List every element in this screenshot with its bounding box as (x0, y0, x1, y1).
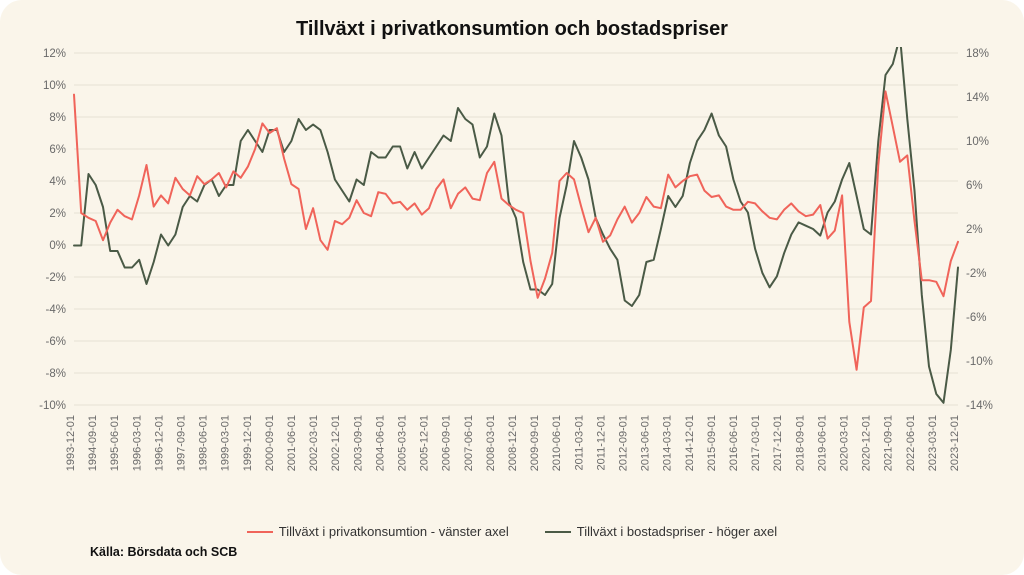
svg-text:2004-06-01: 2004-06-01 (374, 415, 386, 471)
svg-text:2008-03-01: 2008-03-01 (485, 415, 497, 471)
svg-text:1999-12-01: 1999-12-01 (242, 415, 254, 471)
legend-swatch-series1 (247, 531, 273, 533)
svg-text:2003-09-01: 2003-09-01 (352, 415, 364, 471)
legend-item-series1: Tillväxt i privatkonsumtion - vänster ax… (247, 524, 509, 539)
svg-text:2011-12-01: 2011-12-01 (595, 415, 607, 470)
svg-text:2005-03-01: 2005-03-01 (397, 415, 409, 471)
svg-text:10%: 10% (43, 80, 66, 92)
svg-text:2000-09-01: 2000-09-01 (264, 415, 276, 471)
svg-text:2001-06-01: 2001-06-01 (286, 415, 298, 471)
chart-title: Tillväxt i privatkonsumtion och bostadsp… (14, 18, 1010, 41)
svg-text:2005-12-01: 2005-12-01 (419, 415, 431, 471)
svg-text:0%: 0% (49, 240, 66, 252)
line-chart: -10% -8% -6% -4% -2% 0% 2% 4% 6% 8% 10% 12% -14% -10%… (14, 47, 1010, 507)
svg-text:14%: 14% (966, 92, 989, 104)
svg-text:8%: 8% (49, 112, 66, 124)
svg-text:2017-12-01: 2017-12-01 (772, 415, 784, 471)
svg-text:2020-03-01: 2020-03-01 (839, 415, 851, 471)
svg-text:1993-12-01: 1993-12-01 (65, 415, 77, 471)
svg-text:1996-12-01: 1996-12-01 (153, 415, 165, 471)
svg-text:2007-06-01: 2007-06-01 (463, 415, 475, 471)
legend-swatch-series2 (545, 531, 571, 533)
svg-text:2016-06-01: 2016-06-01 (728, 415, 740, 471)
svg-text:-10%: -10% (39, 400, 66, 412)
legend: Tillväxt i privatkonsumtion - vänster ax… (0, 524, 1024, 539)
svg-text:-8%: -8% (46, 368, 66, 380)
svg-text:1998-06-01: 1998-06-01 (198, 415, 210, 471)
svg-text:18%: 18% (966, 48, 989, 60)
svg-text:2014-03-01: 2014-03-01 (662, 415, 674, 471)
svg-text:-10%: -10% (966, 356, 993, 368)
svg-text:-6%: -6% (46, 336, 66, 348)
svg-text:6%: 6% (966, 180, 983, 192)
svg-text:-14%: -14% (966, 400, 993, 412)
svg-text:6%: 6% (49, 144, 66, 156)
svg-text:2018-09-01: 2018-09-01 (794, 415, 806, 471)
svg-text:2019-06-01: 2019-06-01 (816, 415, 828, 471)
series-privatkonsumtion (74, 91, 958, 369)
svg-text:2023-12-01: 2023-12-01 (949, 415, 961, 471)
source-label: Källa: Börsdata och SCB (90, 545, 237, 559)
svg-text:-2%: -2% (966, 268, 986, 280)
svg-text:2%: 2% (966, 224, 983, 236)
legend-item-series2: Tillväxt i bostadspriser - höger axel (545, 524, 777, 539)
svg-text:2012-09-01: 2012-09-01 (618, 415, 630, 471)
svg-text:2015-09-01: 2015-09-01 (706, 415, 718, 471)
svg-text:2021-09-01: 2021-09-01 (883, 415, 895, 471)
svg-text:2011-03-01: 2011-03-01 (573, 415, 585, 470)
svg-text:1995-06-01: 1995-06-01 (109, 415, 121, 471)
svg-text:-4%: -4% (46, 304, 66, 316)
svg-text:2017-03-01: 2017-03-01 (750, 415, 762, 471)
svg-text:2020-12-01: 2020-12-01 (861, 415, 873, 471)
svg-text:1997-09-01: 1997-09-01 (176, 415, 188, 471)
svg-text:12%: 12% (43, 48, 66, 60)
svg-text:2013-06-01: 2013-06-01 (640, 415, 652, 471)
legend-label-series1: Tillväxt i privatkonsumtion - vänster ax… (279, 524, 509, 539)
chart-card: { "chart": { "type": "line-dual-axis", "… (0, 0, 1024, 575)
svg-text:2%: 2% (49, 208, 66, 220)
svg-text:2008-12-01: 2008-12-01 (507, 415, 519, 471)
svg-text:2014-12-01: 2014-12-01 (684, 415, 696, 471)
svg-text:2022-06-01: 2022-06-01 (905, 415, 917, 471)
svg-text:2023-03-01: 2023-03-01 (927, 415, 939, 471)
svg-text:2002-12-01: 2002-12-01 (330, 415, 342, 471)
svg-text:2009-09-01: 2009-09-01 (529, 415, 541, 471)
svg-text:10%: 10% (966, 136, 989, 148)
svg-text:2010-06-01: 2010-06-01 (551, 415, 563, 471)
legend-label-series2: Tillväxt i bostadspriser - höger axel (577, 524, 777, 539)
svg-text:1996-03-01: 1996-03-01 (131, 415, 143, 471)
svg-text:2002-03-01: 2002-03-01 (308, 415, 320, 471)
svg-text:2006-09-01: 2006-09-01 (441, 415, 453, 471)
svg-text:1994-09-01: 1994-09-01 (87, 415, 99, 471)
svg-text:1999-03-01: 1999-03-01 (220, 415, 232, 471)
svg-text:4%: 4% (49, 176, 66, 188)
svg-text:-2%: -2% (46, 272, 66, 284)
svg-text:-6%: -6% (966, 312, 986, 324)
